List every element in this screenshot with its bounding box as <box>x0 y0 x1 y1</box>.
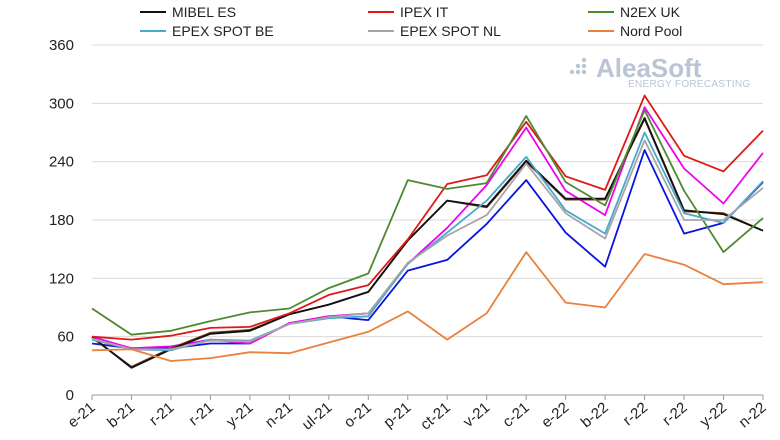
x-axis: e-21 b-21 r-21 r-21 y-21 n-21 ul-21 o-21 p-21 ct-… <box>65 395 770 434</box>
x-tick-label: b-21 <box>104 399 138 431</box>
x-tick-label: r-22 <box>659 399 690 429</box>
x-tick-label: r-22 <box>620 399 651 429</box>
x-tick-label: b-22 <box>578 399 612 431</box>
aleasoft-watermark: AleaSoft ENERGY FORECASTING <box>569 53 750 90</box>
x-tick-label: n-21 <box>262 399 296 431</box>
series-line-mibel-es <box>91 117 764 369</box>
watermark-title: AleaSoft <box>596 53 702 83</box>
series-line-epex-spot-de <box>91 149 764 350</box>
x-tick-label: y-21 <box>223 399 256 431</box>
series-line-n2ex-uk <box>91 109 764 336</box>
x-tick-label: r-21 <box>146 399 177 429</box>
y-axis: 0 60 120 180 240 300 360 <box>49 37 74 404</box>
legend-label: Nord Pool <box>620 23 682 39</box>
x-tick-label: y-22 <box>697 399 730 431</box>
series-lines <box>91 94 764 369</box>
y-tick-label: 300 <box>49 95 74 112</box>
y-tick-label: 120 <box>49 270 74 287</box>
legend-label: EPEX SPOT BE <box>172 23 274 39</box>
x-tick-label: p-21 <box>380 399 414 431</box>
x-tick-label: e-22 <box>538 399 572 431</box>
legend-label: IPEX IT <box>400 4 449 20</box>
series-line-epex-spot-fr <box>91 106 764 350</box>
watermark-dots-icon <box>569 57 587 75</box>
x-tick-label: v-21 <box>460 399 493 431</box>
y-tick-label: 360 <box>49 37 74 54</box>
series-line-nord-pool <box>91 251 764 362</box>
legend-label: MIBEL ES <box>172 4 236 20</box>
y-tick-label: 60 <box>57 329 74 346</box>
y-tick-label: 180 <box>49 212 74 229</box>
x-tick-label: r-21 <box>186 399 217 429</box>
series-line-ipex-it <box>91 94 764 341</box>
y-tick-label: 240 <box>49 154 74 171</box>
x-tick-label: n-22 <box>736 399 770 431</box>
y-tick-label: 0 <box>66 387 74 404</box>
x-tick-label: c-21 <box>499 399 532 431</box>
watermark-tagline: ENERGY FORECASTING <box>628 79 750 90</box>
legend-label: N2EX UK <box>620 4 681 20</box>
x-tick-label: ul-21 <box>299 399 335 433</box>
x-tick-label: o-21 <box>341 399 375 431</box>
legend: EPEX SPOT DEEPEX SPOT FRMIBEL PTMIBEL ES… <box>140 4 682 39</box>
x-tick-label: ct-21 <box>417 399 453 433</box>
legend-label: EPEX SPOT NL <box>400 23 501 39</box>
series-line-mibel-pt <box>91 118 764 368</box>
series-line-epex-spot-be <box>91 131 764 352</box>
series-line-epex-spot-nl <box>91 139 764 351</box>
